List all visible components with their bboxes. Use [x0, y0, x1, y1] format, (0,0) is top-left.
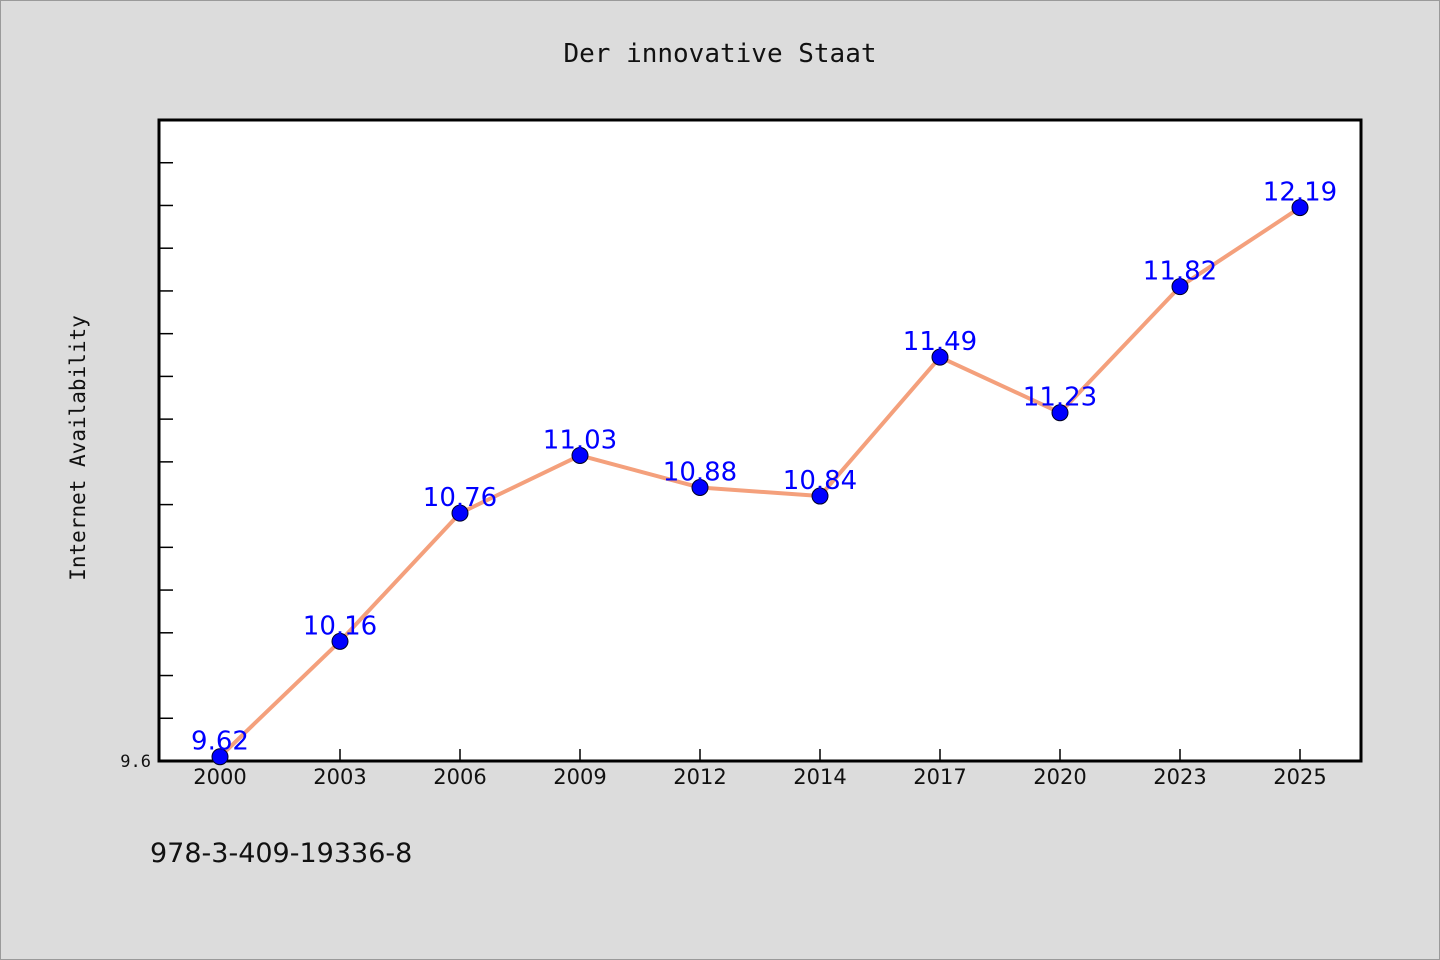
x-tick-label: 2014: [793, 765, 846, 789]
data-point: [691, 479, 709, 497]
x-tick-label: 2003: [313, 765, 366, 789]
plot-area: [157, 118, 1363, 763]
y-axis-ticks: 9.6: [120, 161, 173, 772]
data-point: [1051, 404, 1069, 422]
x-tick-label: 2017: [913, 765, 966, 789]
chart-title: Der innovative Staat: [563, 39, 876, 69]
data-point: [811, 487, 829, 505]
x-tick-label: 2020: [1033, 765, 1086, 789]
data-label: 9.62: [191, 727, 249, 757]
data-label: 10.88: [663, 458, 737, 488]
data-point: [1171, 278, 1189, 296]
data-point: [931, 348, 949, 366]
footer-isbn: 978-3-409-19336-8: [150, 838, 412, 869]
x-tick-label: 2025: [1273, 765, 1326, 789]
y-tick-label: 9.6: [120, 752, 151, 772]
data-label: 12.19: [1263, 178, 1337, 208]
x-tick-label: 2006: [433, 765, 486, 789]
data-label: 11.03: [543, 425, 617, 455]
x-axis-ticks: 2000 2003 2006 2009 2012 2014 2017 2020 2023 2025: [193, 749, 1327, 789]
data-point: [211, 748, 229, 766]
x-tick-label: 2000: [193, 765, 246, 789]
x-tick-label: 2009: [553, 765, 606, 789]
data-label: 10.84: [783, 466, 857, 496]
data-point: [331, 632, 349, 650]
x-tick-label: 2023: [1153, 765, 1206, 789]
data-labels: 9.62 10.16 10.76 11.03 10.88 10.84 11.49 11.23 1…: [191, 178, 1337, 757]
data-point: [451, 504, 469, 522]
x-tick-label: 2012: [673, 765, 726, 789]
data-label: 10.16: [303, 611, 377, 641]
data-point: [1291, 199, 1309, 217]
series-markers: [211, 199, 1309, 766]
data-label: 11.82: [1143, 257, 1217, 287]
series-line: [218, 205, 1302, 759]
data-label: 10.76: [423, 483, 497, 513]
data-label: 11.49: [903, 327, 977, 357]
data-label: 11.23: [1023, 383, 1097, 413]
y-axis-label: Internet Availability: [66, 315, 90, 581]
data-point: [571, 446, 589, 464]
